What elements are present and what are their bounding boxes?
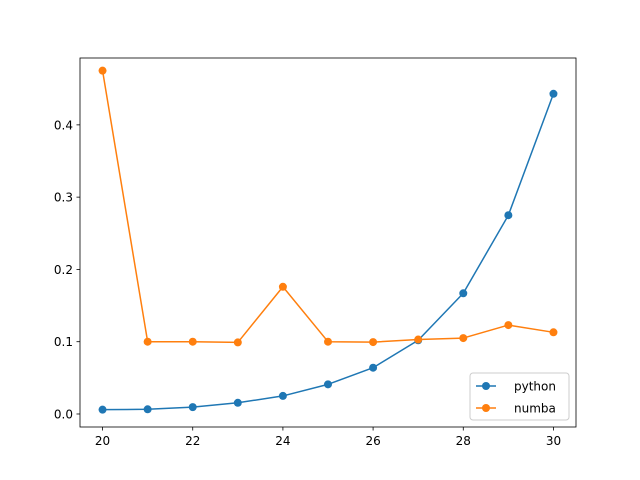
data-point-python xyxy=(188,403,197,412)
x-tick-label: 24 xyxy=(275,434,290,448)
data-point-numba xyxy=(504,321,513,330)
series-numba xyxy=(98,66,558,347)
data-point-python xyxy=(98,405,107,414)
data-point-python xyxy=(324,380,332,389)
data-point-numba xyxy=(369,338,378,347)
y-axis: 0.0 0.1 0.2 0.3 0.4 xyxy=(54,118,80,421)
x-tick-label: 20 xyxy=(95,434,110,448)
x-tick-label: 26 xyxy=(365,434,380,448)
data-point-numba xyxy=(324,337,332,346)
series-python xyxy=(98,89,558,414)
x-axis: 20 22 24 26 28 30 xyxy=(95,427,561,448)
data-point-python xyxy=(233,398,242,407)
data-point-numba xyxy=(143,337,152,346)
data-point-numba xyxy=(98,66,107,75)
data-point-python xyxy=(459,289,468,298)
y-tick-label: 0.3 xyxy=(54,191,73,205)
legend-label-numba: numba xyxy=(514,402,556,416)
y-tick-label: 0.1 xyxy=(54,335,73,349)
data-point-python xyxy=(504,211,513,220)
data-point-numba xyxy=(188,337,197,346)
data-point-python xyxy=(143,405,152,414)
data-point-numba xyxy=(414,335,423,344)
data-point-numba xyxy=(233,338,242,347)
x-tick-label: 22 xyxy=(185,434,200,448)
plot-area xyxy=(80,58,576,427)
data-point-python xyxy=(278,391,287,400)
plot-frame xyxy=(79,57,577,428)
x-tick-label: 30 xyxy=(546,434,561,448)
legend-label-python: python xyxy=(514,380,556,394)
y-tick-label: 0.2 xyxy=(54,263,73,277)
x-tick-label: 28 xyxy=(456,434,471,448)
y-tick-label: 0.4 xyxy=(54,118,73,132)
data-point-python xyxy=(369,363,378,372)
data-point-numba xyxy=(278,282,287,291)
data-point-python xyxy=(549,89,558,98)
data-point-numba xyxy=(459,334,468,343)
y-tick-label: 0.0 xyxy=(54,407,73,421)
legend-marker-python xyxy=(482,382,490,390)
series-layer xyxy=(98,66,558,414)
legend: python numba xyxy=(469,372,570,421)
legend-marker-numba xyxy=(482,404,490,412)
data-point-numba xyxy=(549,328,558,337)
